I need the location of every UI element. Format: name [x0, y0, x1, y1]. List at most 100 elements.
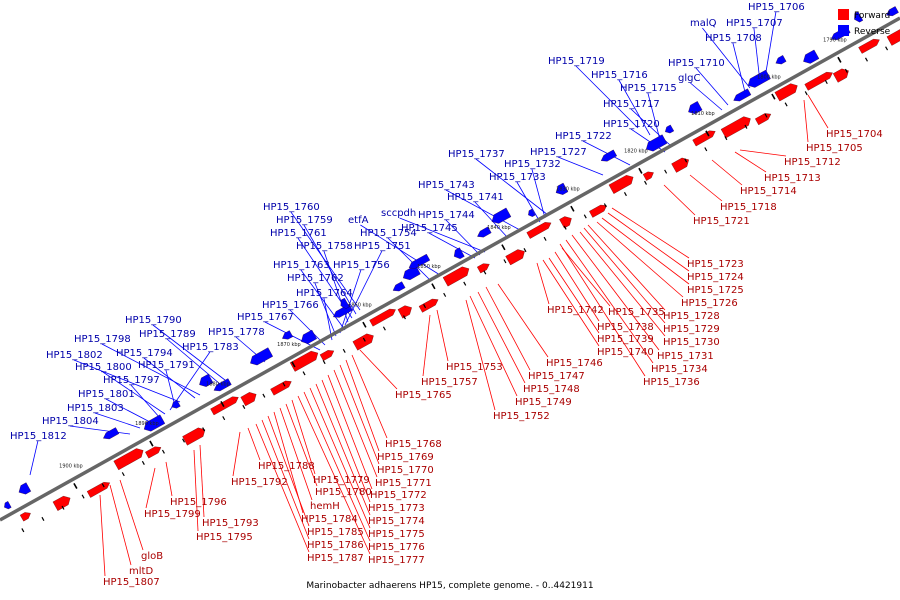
reverse-gene-arrow [491, 207, 512, 224]
forward-gene-arrow [858, 38, 880, 54]
genome-backbone [0, 16, 900, 522]
gene-label-hp15_1770: HP15_1770 [377, 465, 434, 476]
gene-label-hp15_1716: HP15_1716 [591, 70, 648, 81]
gene-label-hp15_1798: HP15_1798 [74, 334, 131, 345]
label-connector [734, 151, 767, 173]
forward-gene-arrow [52, 495, 71, 511]
forward-gene-arrow [397, 305, 412, 319]
label-connector [267, 415, 310, 527]
reverse-gene-arrow [886, 6, 899, 17]
forward-gene-arrow [692, 130, 716, 147]
gene-label-hp15_1802: HP15_1802 [46, 350, 103, 361]
reverse-gene-arrow [282, 330, 294, 340]
label-connector [314, 282, 337, 337]
feature-tick [704, 147, 708, 152]
label-connector [445, 219, 481, 256]
reverse-gene-arrow [665, 124, 675, 134]
reverse-gene-arrow [143, 414, 166, 432]
feature-tick [764, 113, 768, 118]
gene-label-hp15_1731: HP15_1731 [657, 351, 714, 362]
gene-label-hp15_1763: HP15_1763 [273, 260, 330, 271]
gene-label-glgc: glgC [678, 73, 700, 84]
label-connector [199, 444, 205, 518]
label-connector [73, 359, 181, 403]
reverse-gene-arrow [408, 253, 431, 269]
label-connector [387, 237, 431, 281]
gene-label-hp15_1780: HP15_1780 [315, 487, 372, 498]
label-connector [536, 262, 550, 305]
label-connector [333, 369, 378, 478]
scale-tick-label: 1810 kbp [691, 111, 715, 117]
gene-label-hp15_1728: HP15_1728 [663, 311, 720, 322]
gene-label-hp15_1725: HP15_1725 [687, 285, 744, 296]
feature-tick [222, 416, 226, 421]
reverse-gene-arrow [733, 88, 752, 102]
scale-tick [73, 482, 78, 489]
reverse-gene-arrow [555, 182, 569, 195]
gene-label-hp15_1736: HP15_1736 [643, 377, 700, 388]
label-connector [130, 384, 161, 419]
reverse-gene-arrow [18, 482, 32, 495]
gene-label-glob: gloB [141, 551, 163, 562]
feature-tick [382, 326, 386, 331]
feature-tick [583, 214, 587, 219]
label-connector [345, 359, 380, 452]
label-connector [303, 391, 371, 542]
label-connector [315, 383, 371, 516]
backbone-line [0, 16, 900, 522]
scale-tick-label: 1830 kbp [556, 186, 580, 192]
gene-label-hp15_1783: HP15_1783 [182, 342, 239, 353]
gene-labels: HP15_1704 HP15_1705 HP15_1712 HP15_1713 HP15… [10, 2, 883, 588]
gene-label-hp15_1721: HP15_1721 [693, 216, 750, 227]
gene-label-hp15_1714: HP15_1714 [740, 186, 797, 197]
scale-ticks: 1900 kbp 1890 kbp 1880 kbp 1870 kbp 1860 kbp… [59, 37, 847, 489]
gene-label-hp15_1777: HP15_1777 [368, 555, 425, 566]
gene-label-hp15_1800: HP15_1800 [75, 362, 132, 373]
label-connector [193, 449, 199, 532]
feature-tick [543, 236, 547, 241]
gene-label-hp15_1751: HP15_1751 [354, 241, 411, 252]
reverse-gene-arrow [453, 247, 465, 259]
label-connector [469, 295, 518, 397]
gene-label-hp15_1748: HP15_1748 [523, 384, 580, 395]
label-connector [803, 99, 809, 143]
label-connector [102, 371, 166, 415]
gene-label-hp15_1776: HP15_1776 [368, 542, 425, 553]
gene-label-hp15_1797: HP15_1797 [103, 375, 160, 386]
gene-features [4, 6, 900, 533]
label-connector [285, 403, 318, 487]
label-connector [739, 149, 787, 157]
label-connector [165, 461, 173, 497]
label-connector [575, 65, 639, 129]
label-connectors [29, 11, 829, 577]
gene-label-hp15_1767: HP15_1767 [237, 312, 294, 323]
gene-label-hp15_1704: HP15_1704 [826, 129, 883, 140]
forward-gene-arrow [476, 263, 490, 274]
scale-tick-label: 1790 kbp [823, 37, 847, 43]
label-connector [702, 27, 751, 89]
label-connector [647, 92, 661, 141]
label-connector [582, 140, 631, 166]
reverse-gene-arrow [528, 208, 536, 217]
scale-tick [570, 205, 575, 212]
label-connector [753, 27, 761, 83]
feature-tick [744, 124, 748, 129]
forward-gene-arrow [369, 308, 396, 327]
gene-label-hp15_1787: HP15_1787 [307, 553, 364, 564]
label-connector [323, 297, 333, 341]
label-connector [344, 250, 383, 326]
label-connector [497, 283, 549, 358]
map-title: Marinobacter adhaerens HP15, complete ge… [306, 581, 593, 591]
feature-tick [443, 292, 447, 297]
label-connector [291, 399, 316, 475]
feature-tick [21, 528, 25, 533]
label-connector [261, 419, 310, 540]
gene-label-hp15_1794: HP15_1794 [116, 348, 173, 359]
forward-gene-arrow [270, 380, 292, 396]
reverse-gene-arrow [213, 378, 232, 392]
gene-label-hp15_1756: HP15_1756 [333, 260, 390, 271]
gene-label-hp15_1745: HP15_1745 [401, 223, 458, 234]
forward-gene-arrow [720, 116, 751, 139]
gene-label-hp15_1713: HP15_1713 [764, 173, 821, 184]
